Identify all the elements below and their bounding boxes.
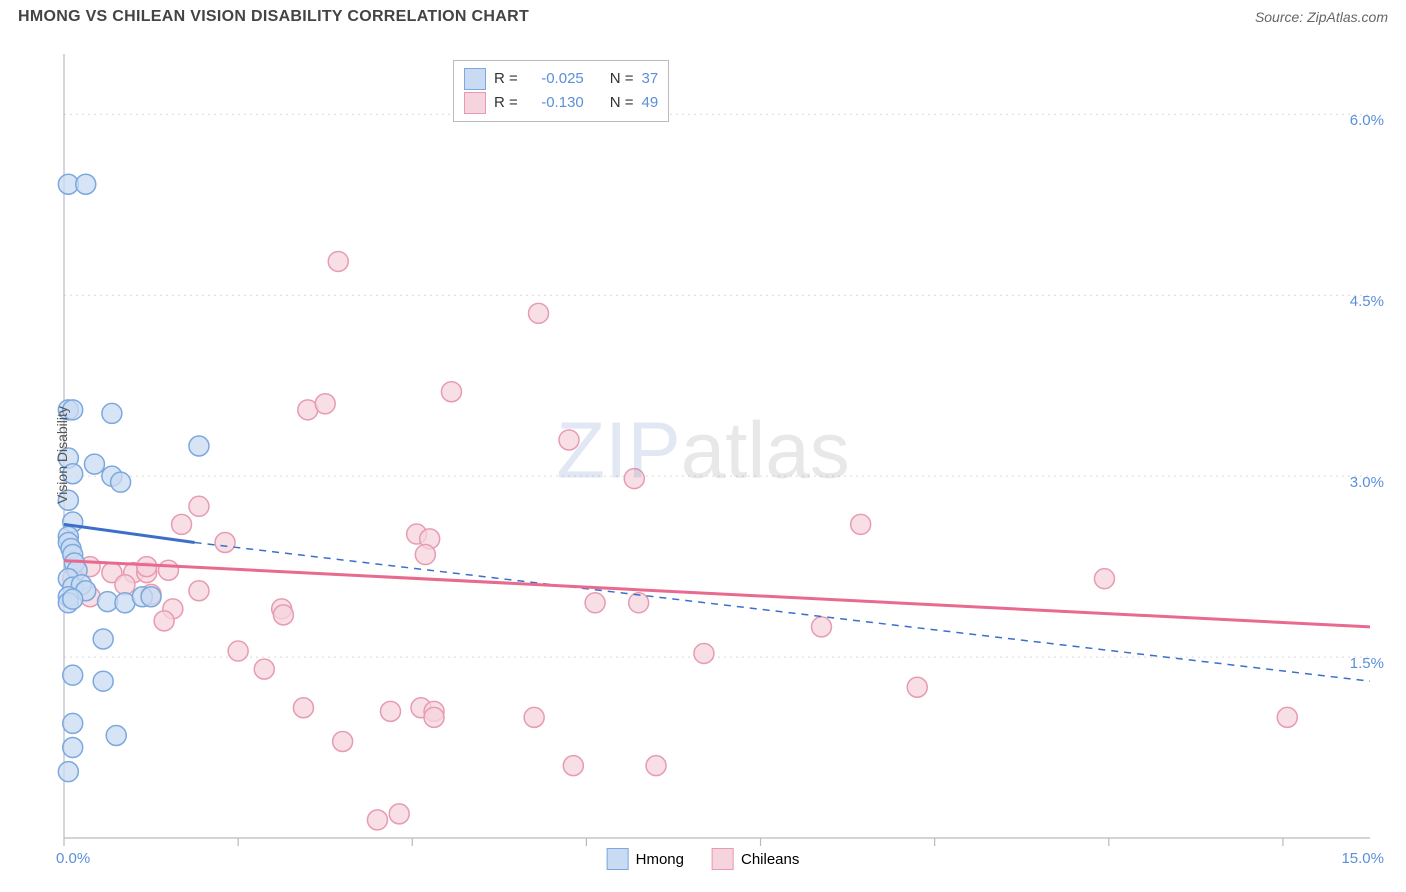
correlation-legend: R =-0.025N =37R =-0.130N =49: [453, 60, 669, 122]
series-legend-label: Chileans: [741, 851, 799, 868]
legend-row: R =-0.025N =37: [464, 67, 658, 91]
legend-swatch: [464, 92, 486, 114]
y-axis-label-container: Vision Disability: [54, 406, 72, 504]
y-tick-label: 6.0%: [1350, 112, 1384, 129]
series-legend-label: Hmong: [636, 851, 684, 868]
x-axis-min-label: 0.0%: [56, 850, 90, 867]
y-tick-label: 1.5%: [1350, 655, 1384, 672]
legend-swatch: [712, 848, 734, 870]
chart-container: Vision Disability ZIPatlas R =-0.025N =3…: [18, 36, 1388, 874]
y-tick-label: 3.0%: [1350, 474, 1384, 491]
source-label: Source: ZipAtlas.com: [1255, 9, 1388, 25]
series-legend: Hmong Chileans: [607, 848, 800, 870]
series-legend-item: Chileans: [712, 848, 799, 870]
series-legend-item: Hmong: [607, 848, 684, 870]
legend-row: R =-0.130N =49: [464, 91, 658, 115]
y-axis-label: Vision Disability: [54, 406, 70, 504]
scatter-chart: [18, 36, 1388, 874]
x-axis-max-label: 15.0%: [1341, 850, 1384, 867]
chart-title: HMONG VS CHILEAN VISION DISABILITY CORRE…: [18, 8, 529, 26]
header: HMONG VS CHILEAN VISION DISABILITY CORRE…: [0, 0, 1406, 32]
legend-swatch: [464, 68, 486, 90]
y-tick-label: 4.5%: [1350, 293, 1384, 310]
legend-swatch: [607, 848, 629, 870]
